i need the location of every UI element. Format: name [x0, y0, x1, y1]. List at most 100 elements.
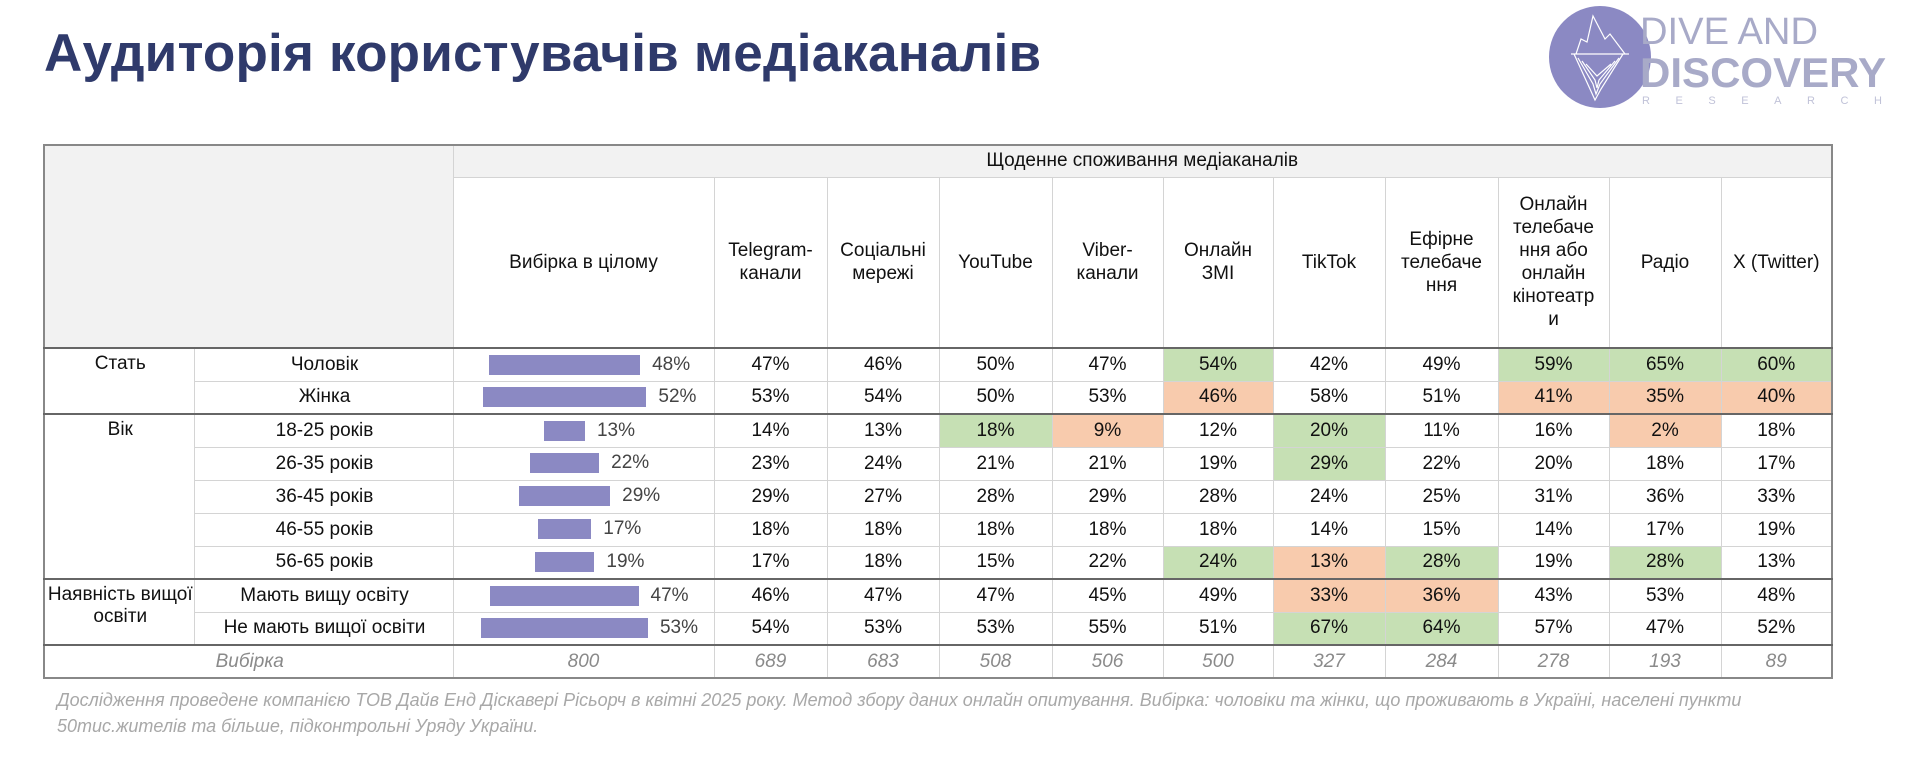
value-cell: 50% — [938, 380, 1053, 415]
group-label: Вік — [43, 413, 195, 580]
total-value: 52% — [658, 386, 697, 408]
value-cell: 54% — [826, 380, 940, 415]
sample-value: 278 — [1497, 644, 1610, 679]
total-cell: 47% — [452, 578, 715, 613]
total-value: 47% — [650, 584, 689, 606]
value-cell: 28% — [938, 479, 1053, 514]
table-row: 46-55 років 17% 18% 18% 18% 18% 18% 14% 15% 14% 17… — [44, 512, 1833, 547]
value-cell: 29% — [1272, 446, 1386, 481]
value-cell: 47% — [938, 578, 1053, 613]
sample-value: 508 — [938, 644, 1053, 679]
value-cell: 50% — [938, 347, 1053, 382]
column-header-total: Вибірка в цілому — [452, 176, 715, 349]
value-cell: 55% — [1051, 611, 1164, 646]
total-cell: 22% — [452, 446, 715, 481]
super-header: Щоденне споживання медіаканалів — [452, 144, 1833, 178]
value-cell: 2% — [1608, 413, 1722, 448]
value-cell: 19% — [1162, 446, 1274, 481]
value-cell: 18% — [1051, 512, 1164, 547]
value-cell: 51% — [1162, 611, 1274, 646]
value-cell: 18% — [938, 512, 1053, 547]
content-area: Щоденне споживання медіаканалів Вибірка … — [43, 144, 1843, 739]
logo-line2: DISCOVERY — [1640, 49, 1886, 96]
total-cell: 52% — [452, 380, 715, 415]
total-cell: 53% — [452, 611, 715, 646]
total-value: 48% — [652, 353, 691, 375]
value-cell: 28% — [1384, 545, 1499, 580]
total-value: 19% — [606, 551, 645, 573]
total-bar — [488, 354, 641, 375]
value-cell: 18% — [826, 545, 940, 580]
value-cell: 42% — [1272, 347, 1386, 382]
value-cell: 17% — [1608, 512, 1722, 547]
value-cell: 9% — [1051, 413, 1164, 448]
value-cell: 53% — [1051, 380, 1164, 415]
value-cell: 19% — [1497, 545, 1610, 580]
row-label: 18-25 років — [193, 413, 454, 448]
value-cell: 19% — [1720, 512, 1833, 547]
total-bar — [490, 585, 639, 606]
column-header: Онлайн ЗМІ — [1162, 176, 1274, 349]
value-cell: 53% — [1608, 578, 1722, 613]
row-label: Жінка — [193, 380, 454, 415]
sample-value: 193 — [1608, 644, 1722, 679]
column-header: X (Twitter) — [1720, 176, 1833, 349]
value-cell: 36% — [1384, 578, 1499, 613]
total-bar — [537, 519, 592, 540]
sample-total: 800 — [452, 644, 715, 679]
value-cell: 21% — [938, 446, 1053, 481]
value-cell: 60% — [1720, 347, 1833, 382]
column-header: Онлайн телебаче ння або онлайн кінотеатр… — [1497, 176, 1610, 349]
value-cell: 49% — [1162, 578, 1274, 613]
value-cell: 45% — [1051, 578, 1164, 613]
value-cell: 14% — [713, 413, 828, 448]
value-cell: 21% — [1051, 446, 1164, 481]
value-cell: 13% — [826, 413, 940, 448]
value-cell: 65% — [1608, 347, 1722, 382]
sample-value: 506 — [1051, 644, 1164, 679]
value-cell: 53% — [938, 611, 1053, 646]
sample-value: 327 — [1272, 644, 1386, 679]
value-cell: 36% — [1608, 479, 1722, 514]
sample-row: Вибірка 800 689 683 508 506 500 327 284 278 193 89 — [43, 644, 1833, 679]
row-label: 56-65 років — [193, 545, 454, 580]
row-label: 26-35 років — [193, 446, 454, 481]
value-cell: 12% — [1162, 413, 1274, 448]
row-label: 46-55 років — [193, 512, 454, 547]
sample-value: 89 — [1720, 644, 1833, 679]
column-header: YouTube — [938, 176, 1053, 349]
value-cell: 40% — [1720, 380, 1833, 415]
row-label: Мають вищу освіту — [193, 578, 454, 613]
value-cell: 41% — [1497, 380, 1610, 415]
column-header: Ефірне телебаче ння — [1384, 176, 1499, 349]
logo-line1: DIVE AND — [1640, 11, 1818, 53]
sample-value: 689 — [713, 644, 828, 679]
total-bar — [529, 453, 600, 474]
company-logo: DIVE AND DISCOVERY RESEARCH — [1549, 6, 1886, 108]
total-cell: 19% — [452, 545, 715, 580]
sample-label: Вибірка — [43, 644, 454, 679]
table-row: Наявність вищої освіти Мають вищу освіту 4… — [43, 578, 1833, 646]
value-cell: 20% — [1272, 413, 1386, 448]
total-bar — [544, 420, 585, 441]
column-header: Соціальні мережі — [826, 176, 940, 349]
value-cell: 25% — [1384, 479, 1499, 514]
column-header: Telegram- канали — [713, 176, 828, 349]
table-row: Стать Чоловік 48% 47% 46% 50% 47% 54% 42% 49% 59% 6… — [43, 347, 1833, 415]
value-cell: 31% — [1497, 479, 1610, 514]
value-cell: 49% — [1384, 347, 1499, 382]
value-cell: 43% — [1497, 578, 1610, 613]
total-value: 22% — [611, 452, 650, 474]
value-cell: 22% — [1051, 545, 1164, 580]
table-row: Не мають вищої освіти 53% 54% 53% 53% 55% 51% 6… — [44, 611, 1833, 646]
total-bar — [482, 387, 647, 408]
value-cell: 33% — [1272, 578, 1386, 613]
media-audience-table: Щоденне споживання медіаканалів Вибірка … — [43, 144, 1833, 679]
value-cell: 47% — [713, 347, 828, 382]
value-cell: 18% — [1608, 446, 1722, 481]
value-cell: 64% — [1384, 611, 1499, 646]
value-cell: 17% — [713, 545, 828, 580]
row-label: Не мають вищої освіти — [193, 611, 454, 646]
logo-iceberg-icon — [1549, 6, 1651, 108]
group-label: Стать — [43, 347, 195, 415]
